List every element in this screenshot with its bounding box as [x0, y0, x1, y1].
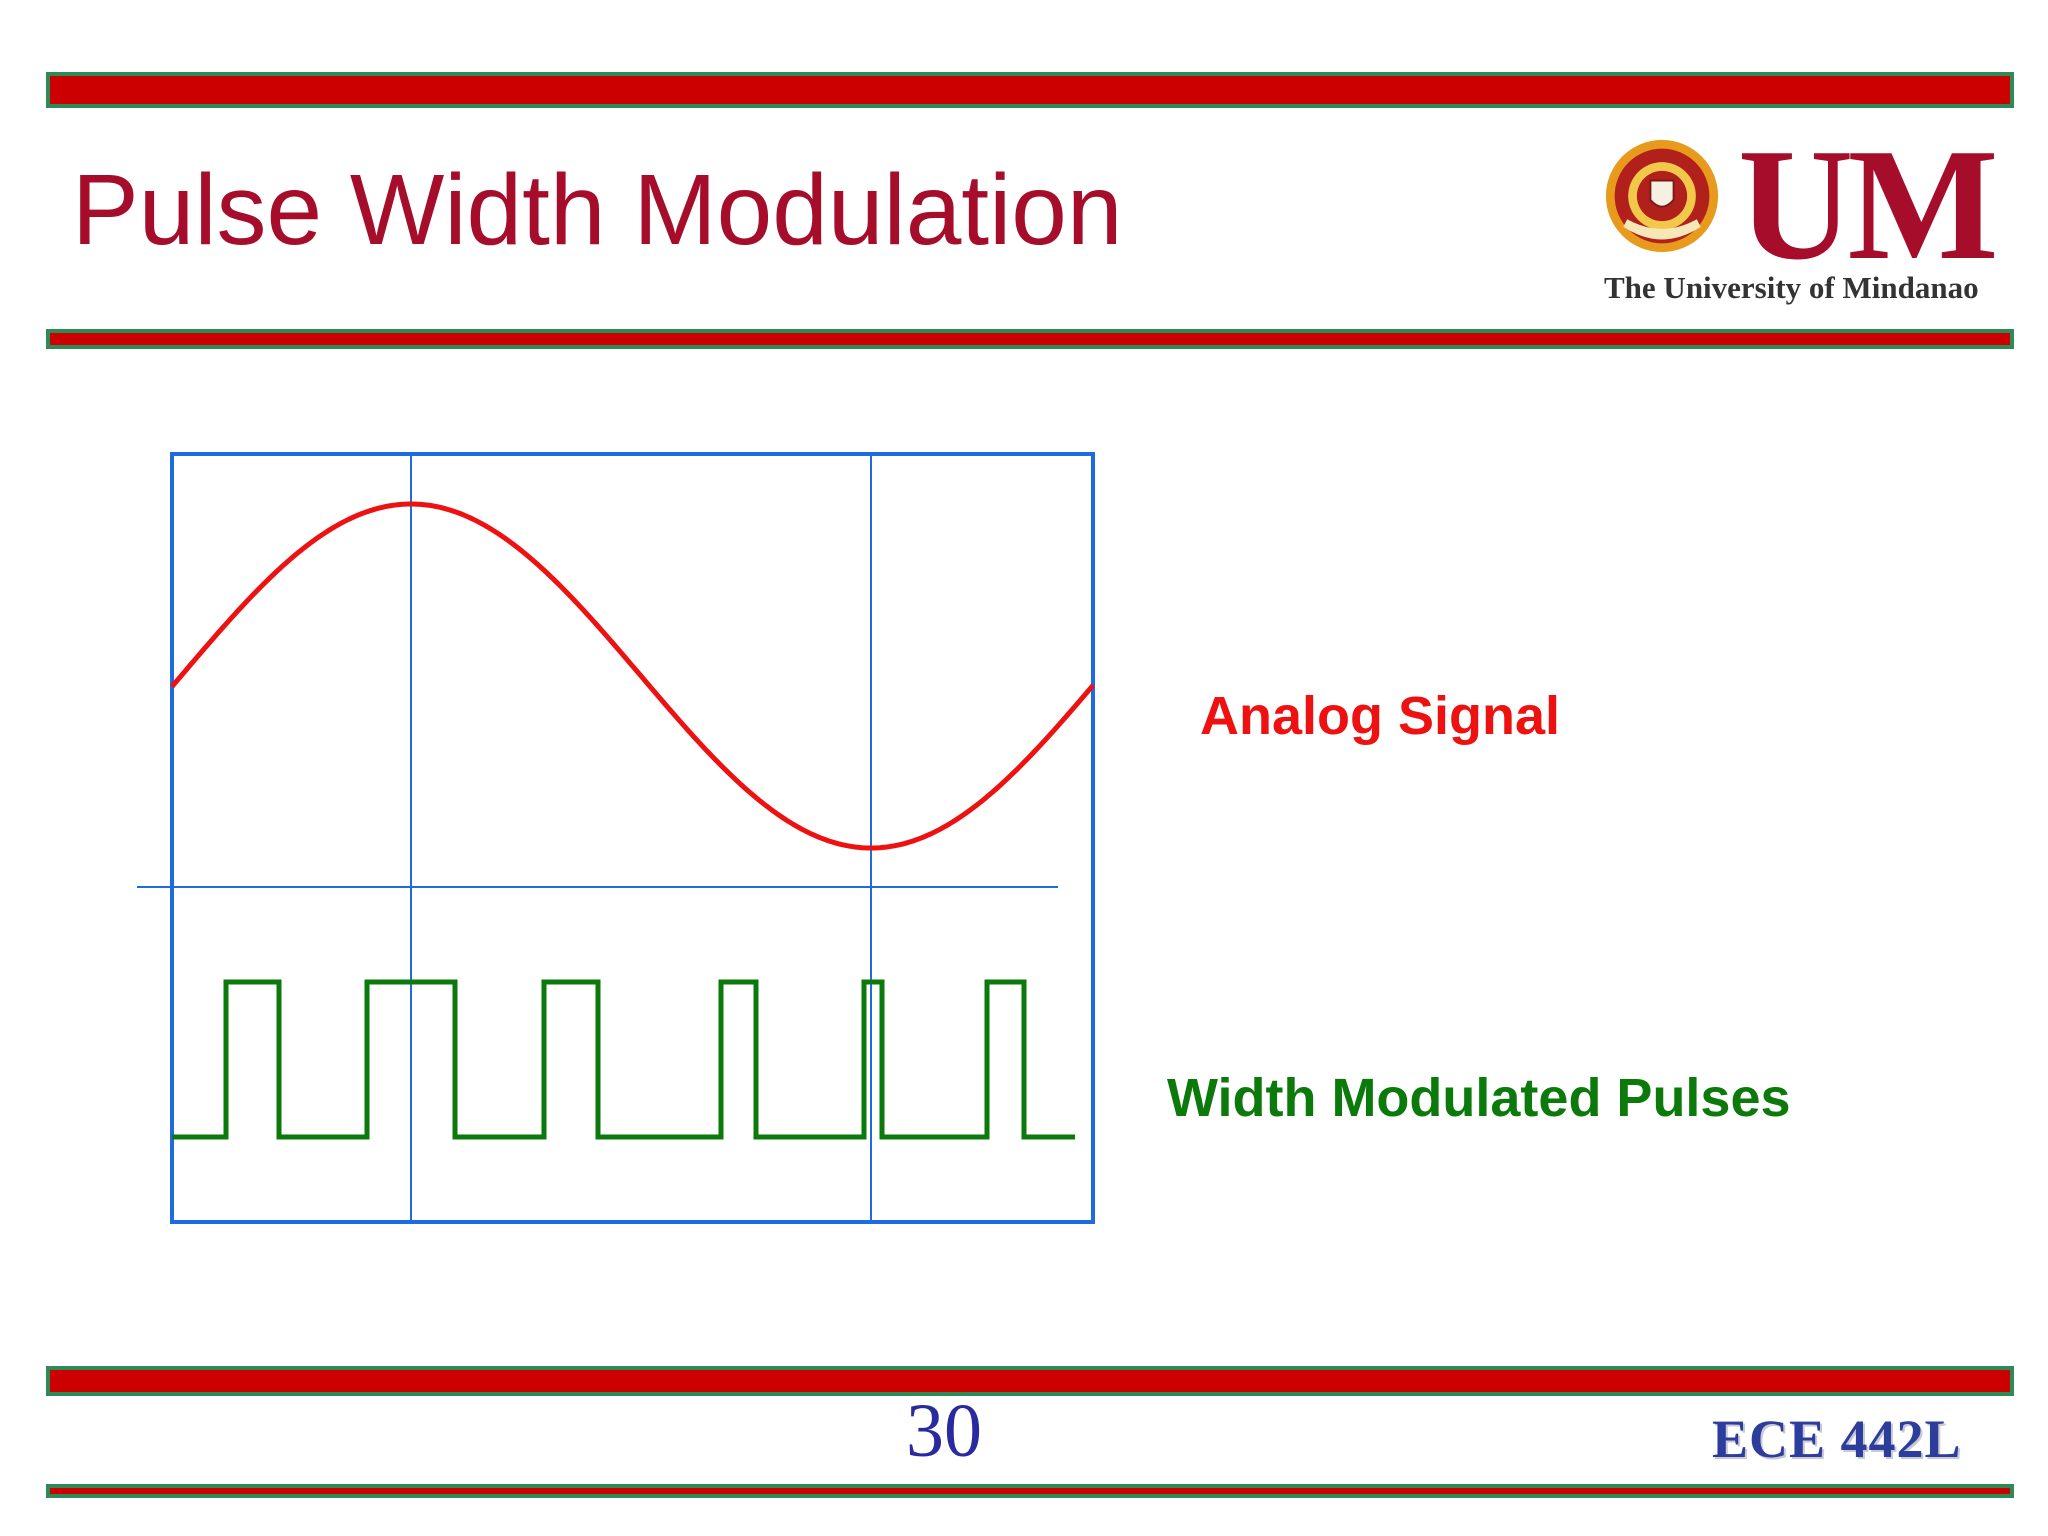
- top-divider-bar: [46, 72, 2014, 108]
- footer-divider-bar: [46, 1366, 2014, 1396]
- course-code: ECE 442L: [1712, 1409, 1962, 1469]
- university-seal-icon: [1605, 139, 1719, 253]
- university-logo: UM The University of Mindanao: [1600, 124, 2000, 310]
- bottom-divider-bar: [46, 1484, 2014, 1498]
- logo-letters: UM: [1738, 115, 1999, 293]
- pwm-pulse-train: [172, 979, 1075, 1140]
- logo-subtitle: The University of Mindanao: [1604, 270, 1979, 305]
- analog-signal-curve: [170, 501, 1095, 851]
- diagram-frame: [170, 452, 1095, 1224]
- slide-title: Pulse Width Modulation: [72, 154, 1123, 266]
- pwm-pulses-label: Width Modulated Pulses: [1167, 1068, 1791, 1128]
- title-divider-bar: [46, 329, 2014, 349]
- analog-signal-label: Analog Signal: [1200, 686, 1561, 746]
- page-number: 30: [906, 1389, 982, 1473]
